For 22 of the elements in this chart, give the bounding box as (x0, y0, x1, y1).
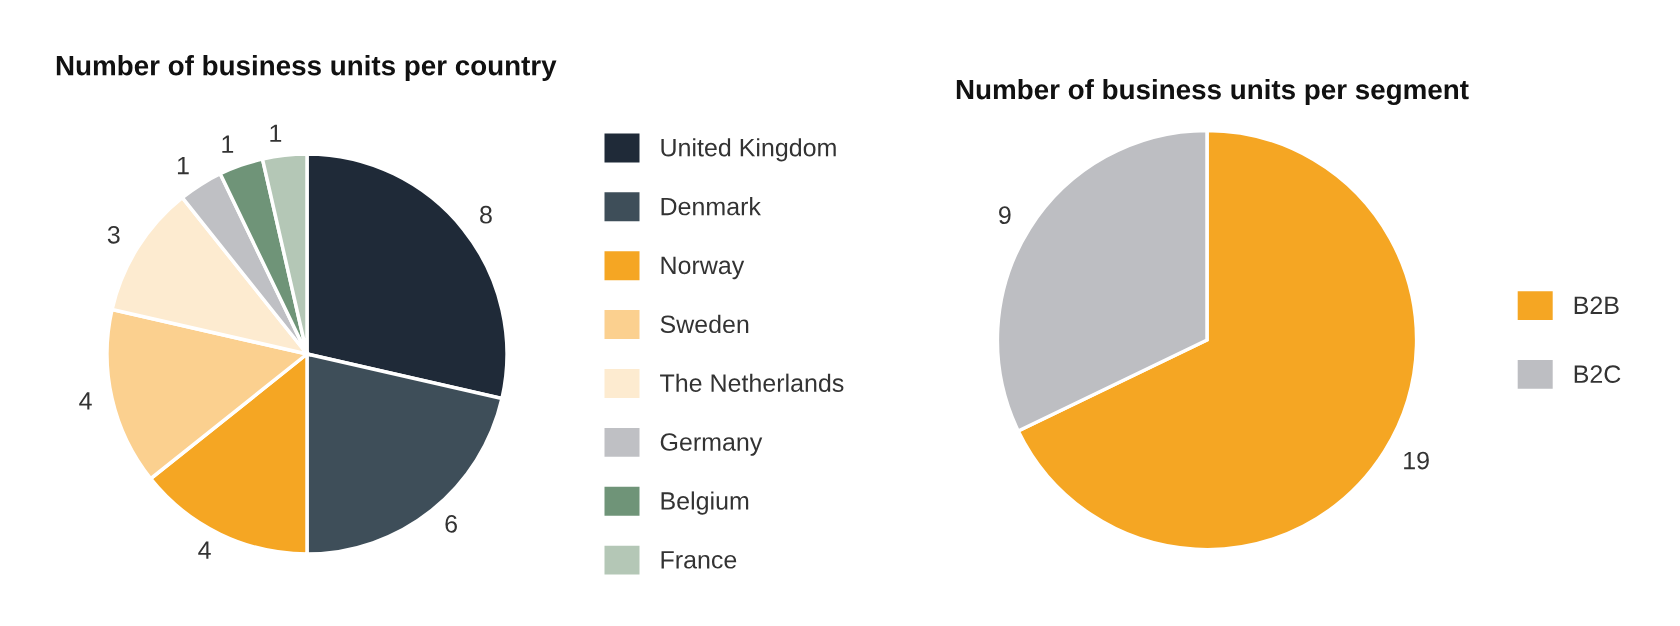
legend-label: Belgium (661, 491, 749, 515)
legend-label: Denmark (661, 197, 761, 216)
legend-label: The Netherlands (660, 373, 844, 392)
data-label: 8 (480, 205, 492, 224)
legend-label: United Kingdom (661, 138, 836, 162)
legend-label: B2B (1574, 296, 1619, 314)
data-label: 6 (445, 515, 457, 533)
legend-label: Norway (661, 256, 745, 280)
data-label: 4 (79, 392, 92, 410)
chart-title: Number of business units per segment (956, 78, 1469, 106)
data-label: 3 (107, 225, 120, 244)
legend-label: Germany (660, 433, 763, 456)
legend-label: Sweden (660, 314, 749, 334)
legend-label: France (661, 551, 737, 569)
legend-label: B2C (1574, 365, 1621, 383)
data-label: 1 (177, 156, 189, 175)
data-label: 19 (1404, 451, 1429, 470)
data-label: 1 (270, 124, 282, 142)
chart-title: Number of business units per country (56, 55, 557, 81)
data-label: 9 (999, 206, 1011, 225)
data-label: 4 (198, 541, 211, 559)
data-label: 1 (222, 135, 234, 153)
